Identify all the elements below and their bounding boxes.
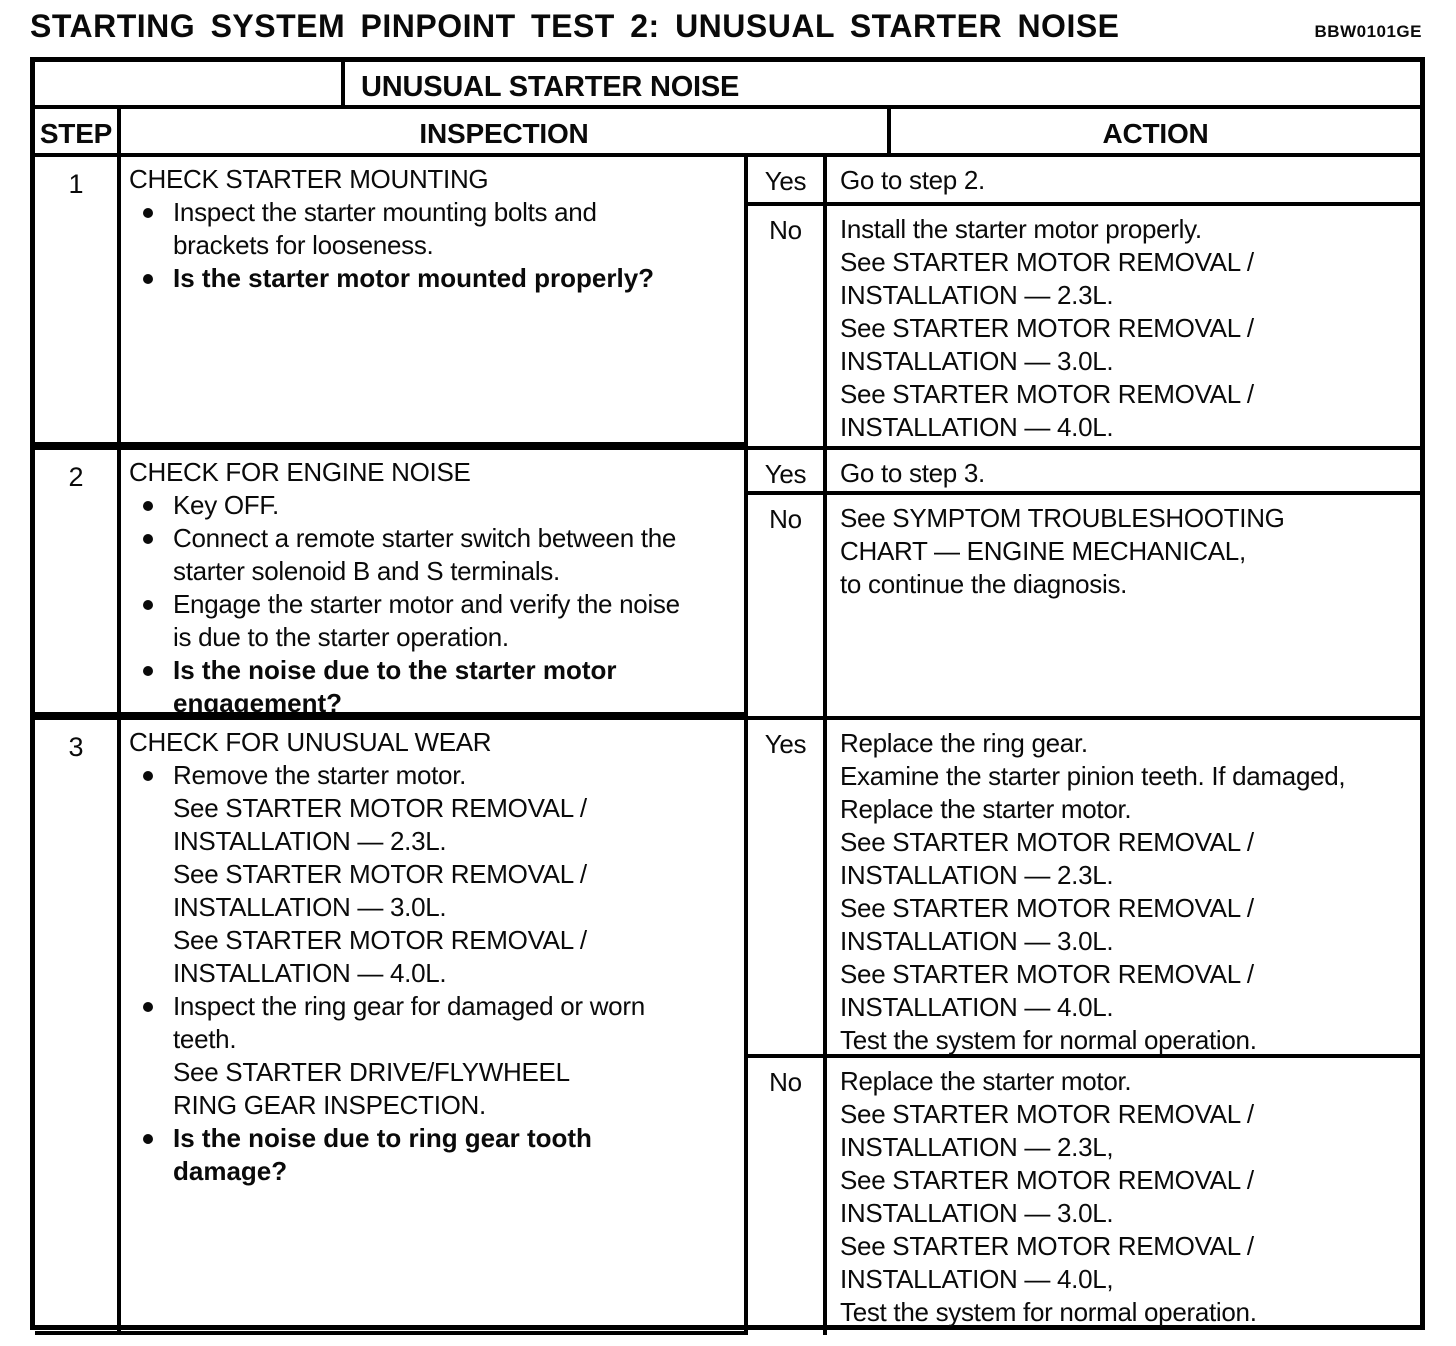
list-item: Inspect the ring gear for damaged or wor… <box>129 990 738 1122</box>
outcome-no-row: No See SYMPTOM TROUBLESHOOTING CHART — E… <box>748 495 1420 716</box>
bullet-icon <box>129 522 173 588</box>
list-item: Engage the starter motor and verify the … <box>129 588 738 654</box>
bullet-icon <box>129 196 173 262</box>
outcome-yes-row: Yes Replace the ring gear. Examine the s… <box>748 720 1420 1058</box>
table-row: 2 CHECK FOR ENGINE NOISE Key OFF. Connec… <box>35 450 1420 720</box>
list-item: Remove the starter motor. See STARTER MO… <box>129 759 738 990</box>
action-text: See SYMPTOM TROUBLESHOOTING CHART — ENGI… <box>840 503 1285 599</box>
step-number: 1 <box>35 157 121 446</box>
bullet-question-text: Is the noise due to the starter motor en… <box>173 655 617 716</box>
list-item: Connect a remote starter switch between … <box>129 522 738 588</box>
action-text: Go to step 2. <box>840 165 985 195</box>
step-number: 2 <box>35 450 121 716</box>
bullet-text: Connect a remote starter switch between … <box>173 523 677 586</box>
bullet-text: Inspect the ring gear for damaged or wor… <box>173 991 645 1120</box>
pinpoint-test-table: UNUSUAL STARTER NOISE STEP INSPECTION AC… <box>30 57 1425 1335</box>
outcomes-cell: Yes Replace the ring gear. Examine the s… <box>748 720 1420 1335</box>
outcome-yes-row: Yes Go to step 2. <box>748 157 1420 206</box>
inspection-heading: CHECK FOR UNUSUAL WEAR <box>129 727 492 757</box>
table-subtitle-row: UNUSUAL STARTER NOISE <box>35 62 1420 109</box>
outcome-yes-row: Yes Go to step 3. <box>748 450 1420 495</box>
inspection-heading: CHECK STARTER MOUNTING <box>129 164 489 194</box>
bullet-text: Inspect the starter mounting bolts and b… <box>173 197 597 260</box>
col-header-step: STEP <box>35 109 121 157</box>
action-text: Go to step 3. <box>840 458 985 488</box>
outcome-label: Yes <box>748 450 827 491</box>
outcomes-cell: Yes Go to step 3. No See SYMPTOM TROUBLE… <box>748 450 1420 716</box>
outcome-no-row: No Replace the starter motor. See STARTE… <box>748 1058 1420 1335</box>
bullet-icon <box>129 990 173 1122</box>
inspection-cell: CHECK STARTER MOUNTING Inspect the start… <box>121 157 748 446</box>
list-item: Is the noise due to ring gear tooth dama… <box>129 1122 738 1188</box>
inspection-heading: CHECK FOR ENGINE NOISE <box>129 457 471 487</box>
list-item: Is the starter motor mounted properly? <box>129 262 738 295</box>
doc-code: BBW0101GE <box>1314 22 1422 41</box>
action-text: Replace the starter motor. See STARTER M… <box>840 1066 1257 1327</box>
bullet-question-text: Is the starter motor mounted properly? <box>173 263 655 293</box>
outcomes-cell: Yes Go to step 2. No Install the starter… <box>748 157 1420 450</box>
outcome-label: Yes <box>748 157 827 202</box>
page-title: STARTING SYSTEM PINPOINT TEST 2: UNUSUAL… <box>30 8 1120 44</box>
inspection-cell: CHECK FOR UNUSUAL WEAR Remove the starte… <box>121 720 748 1335</box>
bullet-text: Key OFF. <box>173 490 279 520</box>
outcome-label: Yes <box>748 720 827 1054</box>
outcome-label: No <box>748 495 827 716</box>
bullet-text: Remove the starter motor. See STARTER MO… <box>173 760 587 988</box>
inspection-cell: CHECK FOR ENGINE NOISE Key OFF. Connect … <box>121 450 748 716</box>
bullet-text: Engage the starter motor and verify the … <box>173 589 680 652</box>
table-row: 3 CHECK FOR UNUSUAL WEAR Remove the star… <box>35 720 1420 1335</box>
list-item: Inspect the starter mounting bolts and b… <box>129 196 738 262</box>
bullet-icon <box>129 489 173 522</box>
list-item: Key OFF. <box>129 489 738 522</box>
table-subtitle: UNUSUAL STARTER NOISE <box>345 62 1420 109</box>
bullet-icon <box>129 759 173 990</box>
column-header-row: STEP INSPECTION ACTION <box>35 109 1420 157</box>
col-header-action: ACTION <box>891 109 1420 157</box>
outcome-label: No <box>748 206 827 450</box>
action-text: Replace the ring gear. Examine the start… <box>840 728 1346 1055</box>
bullet-icon <box>129 1122 173 1188</box>
list-item: Is the noise due to the starter motor en… <box>129 654 738 716</box>
bullet-icon <box>129 588 173 654</box>
col-header-inspection: INSPECTION <box>121 109 891 157</box>
outcome-label: No <box>748 1058 827 1335</box>
table-row: 1 CHECK STARTER MOUNTING Inspect the sta… <box>35 157 1420 450</box>
bullet-icon <box>129 262 173 295</box>
step-number: 3 <box>35 720 121 1335</box>
bullet-icon <box>129 654 173 712</box>
bullet-question-text: Is the noise due to ring gear tooth dama… <box>173 1123 592 1186</box>
outcome-no-row: No Install the starter motor properly. S… <box>748 206 1420 450</box>
action-text: Install the starter motor properly. See … <box>840 214 1254 442</box>
subtitle-blank-cell <box>35 62 345 109</box>
